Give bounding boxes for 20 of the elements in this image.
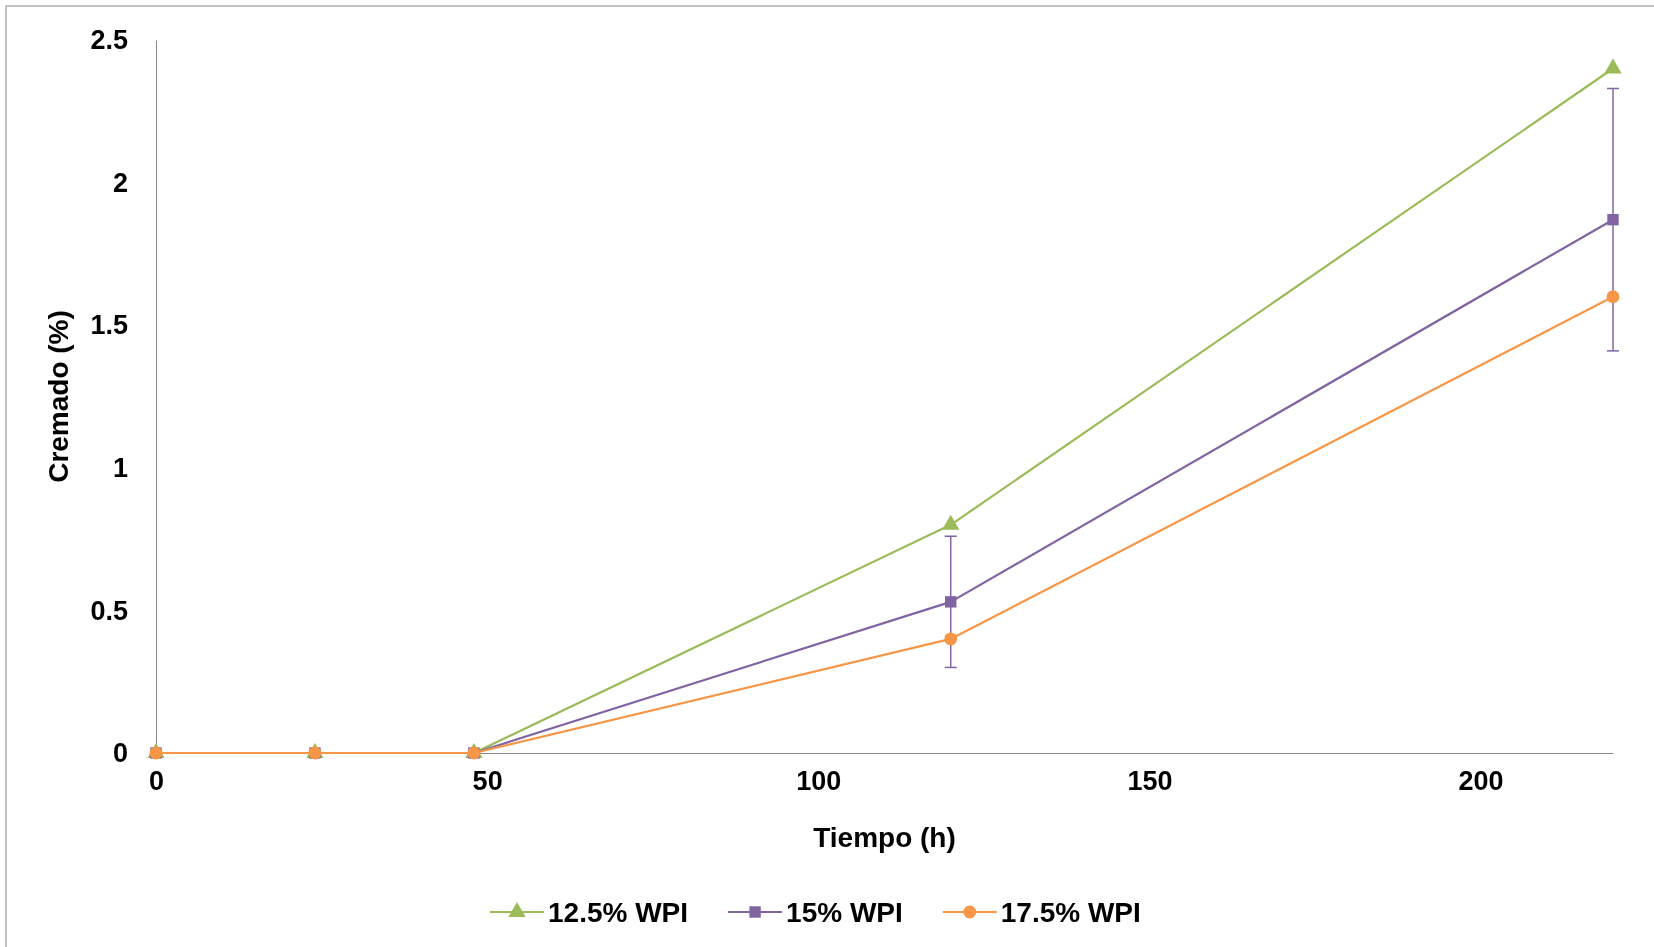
point bbox=[945, 596, 957, 608]
y-axis-title: Cremado (%) bbox=[43, 310, 74, 483]
legend-label: 17.5% WPI bbox=[1000, 897, 1141, 928]
legend-label: 15% WPI bbox=[786, 897, 903, 928]
x-tick-label: 100 bbox=[796, 766, 842, 797]
x-axis-title: Tiempo (h) bbox=[813, 822, 956, 853]
y-tick-label: 1 bbox=[112, 452, 128, 483]
x-tick-label: 150 bbox=[1127, 766, 1173, 797]
legend-label: 12.5% WPI bbox=[548, 897, 689, 928]
x-tick-label: 0 bbox=[148, 766, 165, 797]
x-tick-label: 50 bbox=[472, 766, 503, 797]
point bbox=[1606, 290, 1620, 304]
y-tick-label: 0 bbox=[112, 738, 128, 769]
y-tick-label: 1.5 bbox=[90, 310, 128, 341]
y-tick-label: 0.5 bbox=[90, 595, 128, 626]
y-tick-label: 2.5 bbox=[90, 25, 128, 56]
point bbox=[1607, 213, 1619, 226]
x-tick-label: 200 bbox=[1458, 766, 1504, 797]
point bbox=[944, 632, 958, 646]
y-tick-label: 2 bbox=[112, 167, 128, 198]
